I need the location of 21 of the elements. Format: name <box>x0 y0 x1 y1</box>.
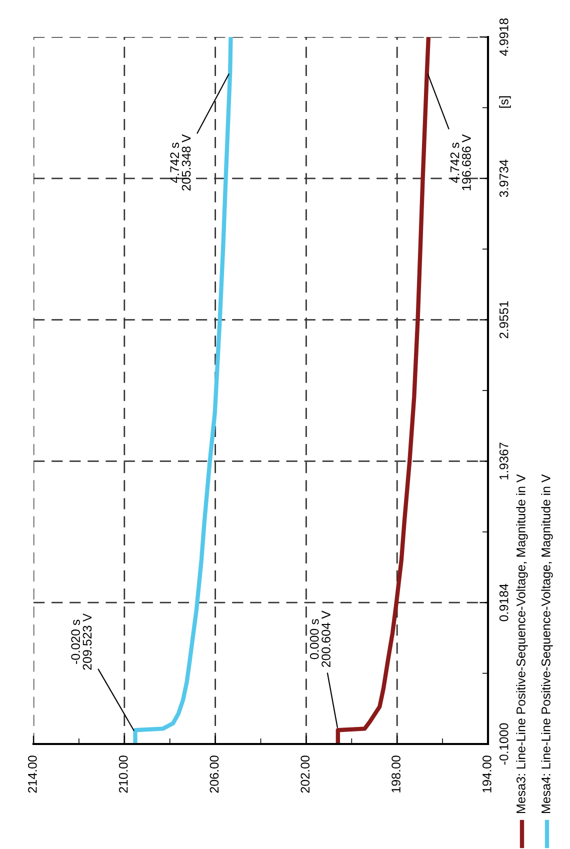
x-tick-label: 194.00 <box>482 756 492 792</box>
x-tick-label: 198.00 <box>392 756 400 792</box>
x-tick-label: 206.00 <box>210 756 219 793</box>
y-tick-label: 1.9367 <box>499 442 508 480</box>
y-tick-label: 2.9551 <box>499 301 508 338</box>
text: Mesa4: Line-Line Positive-Sequence-Voltage, Magnitude in V <box>541 474 553 813</box>
x-tick-label: 202.00 <box>300 756 310 793</box>
line-series <box>336 37 431 744</box>
y-axis-title: [s] <box>499 96 511 108</box>
y-tick-label: 3.9734 <box>499 160 508 198</box>
annotation: 4.742 s 205.348 V <box>170 134 191 191</box>
x-tick-label: 214.00 <box>28 756 37 793</box>
text: Mesa3: Line-Line Positive-Sequence-Voltage, Magnitude in V <box>516 474 528 813</box>
y-tick-label: 0.9184 <box>499 584 508 622</box>
annotation: -0.020 s 209.523 V <box>71 613 92 670</box>
y-tick-label: 4.9918 <box>499 18 508 56</box>
x-tick-label: 210.00 <box>118 756 128 793</box>
line-series <box>133 37 233 744</box>
annotation: 0.000 s 200.604 V <box>310 610 330 667</box>
y-tick-label: -0.1000 <box>499 723 508 765</box>
annotation: 4.742 s 196.686 V <box>450 134 471 190</box>
